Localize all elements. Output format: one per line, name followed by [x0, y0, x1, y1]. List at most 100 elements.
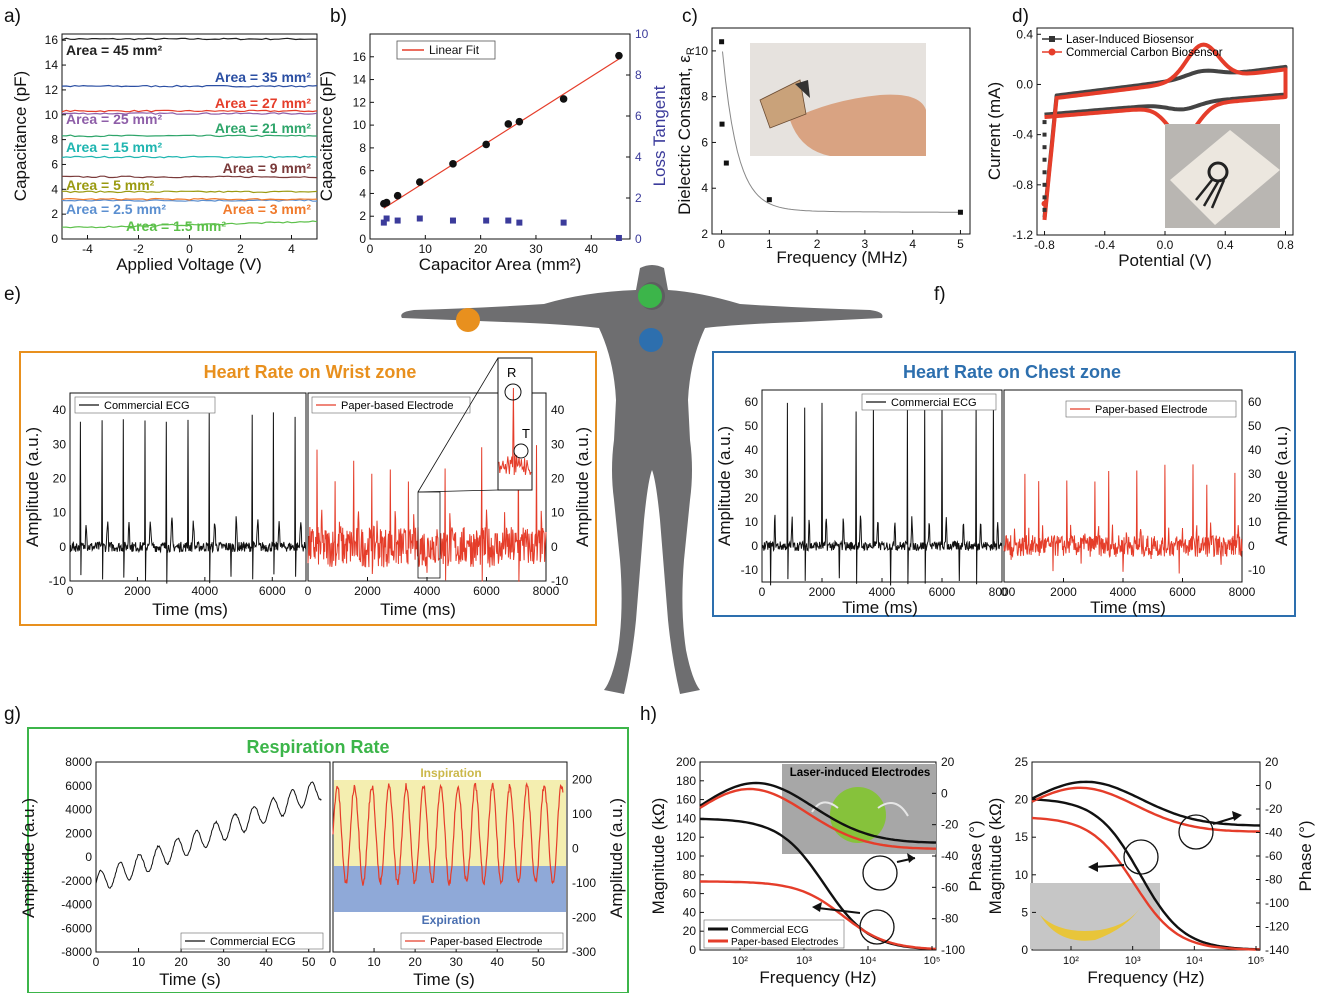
d-ytick-label: -0.4: [1012, 128, 1033, 142]
h1-y2tick-label: -80: [941, 912, 959, 926]
panel-letter: d): [1012, 6, 1029, 27]
panel-h-left-xlabel: Frequency (Hz): [759, 968, 876, 987]
f-right-xtick-label: 8000: [1229, 585, 1256, 599]
panel-h-legend-1: Paper-based Electrodes: [731, 937, 838, 948]
h1-y2tick-label: -60: [941, 880, 959, 894]
a-ytick-label: 12: [45, 83, 59, 97]
panel-e: Heart Rate on Wrist zone 0 2000 4000 6000 0 2…: [19, 351, 597, 626]
e-ytick-left: 0: [59, 540, 66, 554]
panel-g-frame: [27, 727, 629, 993]
panel-h-left-ylabel: Magnitude (kΩ): [649, 798, 668, 915]
h1-xtick-label: 10⁵: [924, 955, 941, 967]
h1-xtick-label: 10⁴: [860, 955, 877, 967]
capacitance-point: [393, 191, 402, 200]
e-ytick-right: 0: [551, 540, 558, 554]
b-xtick-label: 0: [367, 242, 374, 256]
a-ytick-label: 4: [51, 182, 58, 196]
b-ytick-label: 10: [353, 118, 367, 132]
loss-tangent-point: [483, 217, 490, 224]
panel-h-right-y2label: Phase (°): [1296, 820, 1315, 891]
loss-tangent-point: [560, 219, 567, 226]
c-ytick-label: 8: [701, 90, 708, 104]
h1-y2tick-label: -40: [941, 849, 959, 863]
e-left-xtick-label: 0: [67, 584, 74, 598]
b-y2tick-label: 10: [635, 27, 649, 41]
h1-y2tick-label: 20: [941, 755, 955, 769]
e-right-xtick-label: 6000: [473, 584, 500, 598]
f-left-xtick-label: 2000: [809, 585, 836, 599]
panel-e-zoom-inset: R T: [417, 357, 533, 579]
c-xtick-label: 2: [814, 237, 821, 251]
h2-y2tick-label: -80: [1265, 873, 1283, 887]
capacitance-trace: [61, 220, 318, 229]
e-ytick-right: -10: [551, 574, 569, 588]
loss-tangent-point: [383, 215, 390, 222]
panel-c-xlabel: Frequency (MHz): [776, 248, 907, 267]
e-right-xtick-label: 0: [305, 584, 312, 598]
panel-g-ylabel-left: Amplitude (a.u.): [19, 798, 38, 918]
capacitance-point: [559, 95, 568, 103]
f-right-xtick-label: 0: [1001, 585, 1008, 599]
b-y2tick-label: 2: [635, 191, 642, 205]
h2-y2tick-label: -40: [1265, 826, 1283, 840]
h1-ytick-label: 160: [676, 793, 696, 807]
c-xtick-label: 1: [766, 237, 773, 251]
d-ytick-label: 0.4: [1016, 27, 1033, 41]
d-ytick-label: 0.0: [1016, 77, 1033, 91]
panel-g-ylabel-right: Amplitude (a.u.): [607, 798, 626, 918]
g-right-xtick-label: 10: [367, 955, 381, 969]
panel-letters: a) b) c) d) e) f) g) h): [4, 6, 1029, 725]
capacitance-trace: [61, 155, 318, 159]
area-label: Area = 3 mm²: [223, 201, 312, 217]
dielectric-fit-curve: [722, 51, 962, 213]
panel-f-right-xlabel: Time (ms): [1090, 598, 1166, 617]
loss-tangent-point: [394, 217, 401, 224]
f-right-xtick-label: 2000: [1050, 585, 1077, 599]
h1-y2tick-label: -20: [941, 818, 959, 832]
commercial-respiration-trace: [95, 781, 322, 889]
e-ytick-right: 10: [551, 506, 565, 520]
f-ytick-left: 60: [745, 395, 759, 409]
h2-y2tick-label: -120: [1265, 920, 1289, 934]
panel-e-right-xlabel: Time (ms): [380, 600, 456, 619]
panel-letter: c): [682, 6, 698, 27]
cv-low-point: [1041, 200, 1048, 207]
capacitance-point: [615, 51, 623, 60]
panel-d-xlabel: Potential (V): [1118, 251, 1212, 270]
g-ytick-left: 8000: [65, 755, 92, 769]
f-right-xtick-label: 6000: [1169, 585, 1196, 599]
b-ytick-label: 2: [359, 209, 366, 223]
h2-y2tick-label: 20: [1265, 755, 1279, 769]
panel-d: -0.8 -0.4 0.0 0.4 0.8-1.2-0.8-0.40.00.4 Lase…: [985, 27, 1294, 270]
panel-letter: f): [934, 284, 946, 305]
cv-low-point: [1042, 170, 1047, 175]
h2-y2tick-label: -20: [1265, 802, 1283, 816]
f-left-xtick-label: 6000: [929, 585, 956, 599]
panel-b-legend-label: Linear Fit: [429, 43, 480, 57]
h1-ytick-label: 200: [676, 755, 696, 769]
g-ytick-left: 6000: [65, 779, 92, 793]
h2-xtick-label: 10⁵: [1248, 955, 1265, 967]
g-ytick-right: -100: [572, 876, 596, 890]
panel-b-xlabel: Capacitor Area (mm²): [419, 255, 581, 274]
c-xtick-label: 3: [862, 237, 869, 251]
h1-ytick-label: 100: [676, 849, 696, 863]
panel-g-title: Respiration Rate: [246, 737, 389, 757]
area-label: Area = 5 mm²: [66, 177, 155, 193]
capacitance-trace: [61, 197, 318, 201]
e-ytick-right: 20: [551, 471, 565, 485]
b-ytick-label: 0: [359, 232, 366, 246]
panel-h-legend-0: Commercial ECG: [731, 925, 809, 936]
panel-f-title: Heart Rate on Chest zone: [903, 362, 1121, 382]
a-ytick-label: 0: [51, 232, 58, 246]
b-xtick-label: 20: [474, 242, 488, 256]
arrow-to-magnitude-axis: [817, 907, 861, 914]
g-ytick-right: 100: [572, 807, 592, 821]
d-xtick-label: 0.8: [1277, 238, 1294, 252]
g-ytick-left: -8000: [61, 945, 92, 959]
g-ytick-right: -300: [572, 945, 596, 959]
paper-phase-curve: [699, 787, 936, 850]
panel-h-right-ylabel: Magnitude (kΩ): [986, 798, 1005, 915]
g-right-xtick-label: 50: [532, 955, 546, 969]
g-left-xtick-label: 0: [93, 955, 100, 969]
